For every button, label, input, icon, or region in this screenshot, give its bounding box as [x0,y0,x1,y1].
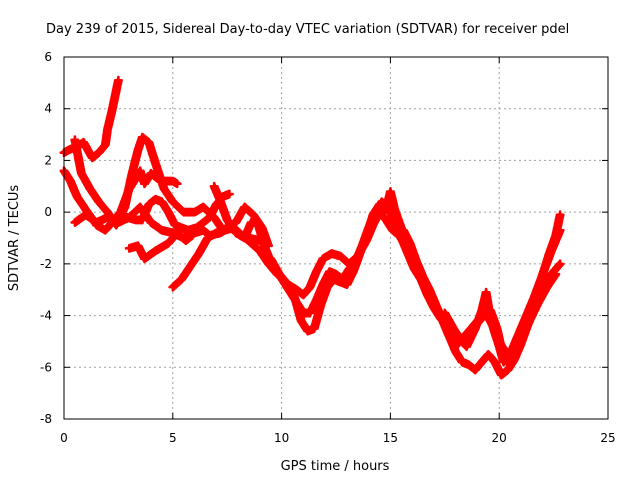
x-tick-label: 0 [60,431,68,445]
y-tick-label: -4 [40,309,52,323]
series-track-11 [440,269,561,362]
x-axis-label: GPS time / hours [281,459,390,474]
x-tick-label: 10 [274,431,289,445]
plot-frame [63,56,609,420]
grid-lines [64,57,608,419]
y-axis-label: SDTVAR / TECUs [7,185,22,292]
data-point-markers [209,181,565,367]
y-tick-label: -6 [40,360,52,374]
data-point-markers [124,228,197,264]
series-track-8 [209,181,565,367]
chart-title: Day 239 of 2015, Sidereal Day-to-day VTE… [46,22,569,37]
x-tick-label: 5 [169,431,177,445]
x-tick-label: 25 [600,431,615,445]
x-axis-ticks: 0 5 10 15 20 25 [60,57,616,445]
y-tick-label: 2 [44,153,52,167]
y-tick-label: 0 [44,205,52,219]
y-tick-label: -2 [40,257,52,271]
x-tick-label: 15 [383,431,398,445]
y-tick-label: 6 [44,50,52,64]
data-point-markers [440,269,561,362]
series-track-1 [59,75,123,163]
y-axis-ticks: -8 -6 -4 -2 0 2 4 6 [40,50,608,426]
y-tick-label: -8 [40,412,52,426]
x-tick-label: 20 [492,431,507,445]
y-tick-label: 4 [44,102,52,116]
series-track-5 [124,228,197,264]
plot-area [59,75,565,380]
data-point-markers [59,75,123,163]
